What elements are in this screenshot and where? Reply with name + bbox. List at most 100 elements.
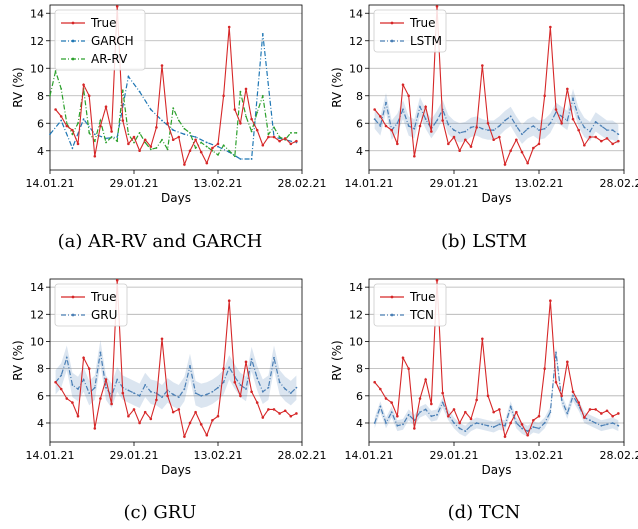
data-point (143, 138, 147, 142)
legend-marker (390, 21, 394, 25)
data-point (245, 115, 247, 118)
data-point (222, 381, 225, 384)
data-point (503, 163, 507, 166)
data-point (469, 417, 473, 421)
data-point (407, 94, 410, 98)
data-point (216, 142, 220, 146)
data-point (65, 122, 68, 125)
y-axis-label: RV (%) (11, 67, 25, 107)
data-point (498, 423, 501, 426)
data-point (537, 414, 541, 418)
data-point (492, 426, 495, 428)
data-point (435, 5, 439, 8)
data-point (600, 125, 603, 127)
y-tick-label: 10 (30, 335, 44, 348)
data-point (571, 390, 575, 394)
legend-marker (71, 57, 75, 61)
data-point (222, 144, 225, 147)
series-line (55, 352, 297, 398)
data-point (396, 142, 399, 146)
data-point (177, 119, 180, 122)
x-tick-label: 29.01.21 (110, 177, 159, 190)
data-point (127, 75, 130, 78)
data-point (194, 147, 197, 149)
data-point (59, 115, 63, 118)
data-point (60, 119, 63, 122)
data-point (116, 378, 119, 381)
data-point (515, 410, 518, 414)
data-point (133, 392, 135, 394)
data-point (424, 118, 427, 121)
data-point (149, 108, 152, 111)
series-line (55, 280, 297, 439)
data-point (71, 133, 74, 136)
data-point (133, 141, 135, 144)
data-point (588, 408, 592, 411)
data-point (233, 108, 237, 111)
y-tick-label: 12 (30, 308, 44, 321)
data-point (549, 411, 552, 414)
y-tick-label: 6 (37, 390, 44, 403)
data-point (189, 131, 191, 134)
data-point (71, 384, 74, 386)
data-point (199, 423, 203, 426)
data-point (115, 5, 119, 8)
data-point (396, 122, 399, 125)
data-point (205, 433, 209, 437)
data-point (239, 394, 242, 398)
chart-panel-3: 4 6 8 10 12 14 14.01.21 29.01.21 13.02.21 28.02.2… (330, 278, 638, 523)
data-point (583, 416, 586, 419)
data-point (267, 133, 270, 136)
legend-marker (390, 39, 394, 43)
y-tick-label: 10 (349, 62, 363, 75)
legend-label: True (409, 290, 436, 304)
data-point (424, 408, 427, 411)
data-point (199, 150, 203, 154)
data-point (594, 422, 597, 424)
data-point (498, 135, 501, 139)
series-garch (49, 32, 298, 160)
legend: True GRU (54, 283, 128, 327)
data-point (572, 394, 574, 397)
y-tick-label: 4 (37, 417, 44, 430)
data-point (149, 390, 152, 393)
legend: True LSTM (373, 9, 447, 53)
y-tick-label: 6 (37, 117, 44, 130)
data-point (504, 119, 506, 122)
data-point (418, 397, 422, 400)
data-point (82, 378, 85, 381)
data-point (566, 360, 569, 364)
data-point (228, 149, 231, 152)
data-point (256, 111, 259, 114)
data-point (401, 83, 405, 87)
data-point (82, 83, 85, 87)
data-point (93, 133, 96, 136)
data-point (127, 142, 130, 146)
data-point (447, 123, 450, 126)
data-point (560, 115, 563, 118)
data-point (239, 384, 242, 386)
data-point (267, 408, 270, 411)
data-point (205, 141, 208, 144)
data-point (289, 142, 293, 146)
data-point (116, 136, 119, 138)
legend-label: True (90, 290, 117, 304)
data-point (200, 141, 203, 144)
data-point (155, 398, 158, 402)
data-point (515, 138, 518, 142)
data-point (594, 120, 597, 123)
x-tick-label: 14.01.21 (345, 177, 394, 190)
data-point (498, 125, 501, 127)
y-tick-label: 8 (37, 90, 44, 103)
data-point (458, 149, 461, 153)
x-tick-label: 28.02.21 (278, 177, 327, 190)
data-point (424, 105, 427, 109)
series-tcn (373, 346, 620, 437)
chart-panel-2: 4 6 8 10 12 14 14.01.21 29.01.21 13.02.21 28.02.2… (11, 278, 326, 523)
data-point (407, 367, 410, 370)
data-point (233, 380, 237, 384)
y-tick-label: 14 (30, 281, 44, 294)
data-point (110, 130, 113, 133)
data-point (572, 97, 574, 100)
data-point (250, 358, 253, 361)
